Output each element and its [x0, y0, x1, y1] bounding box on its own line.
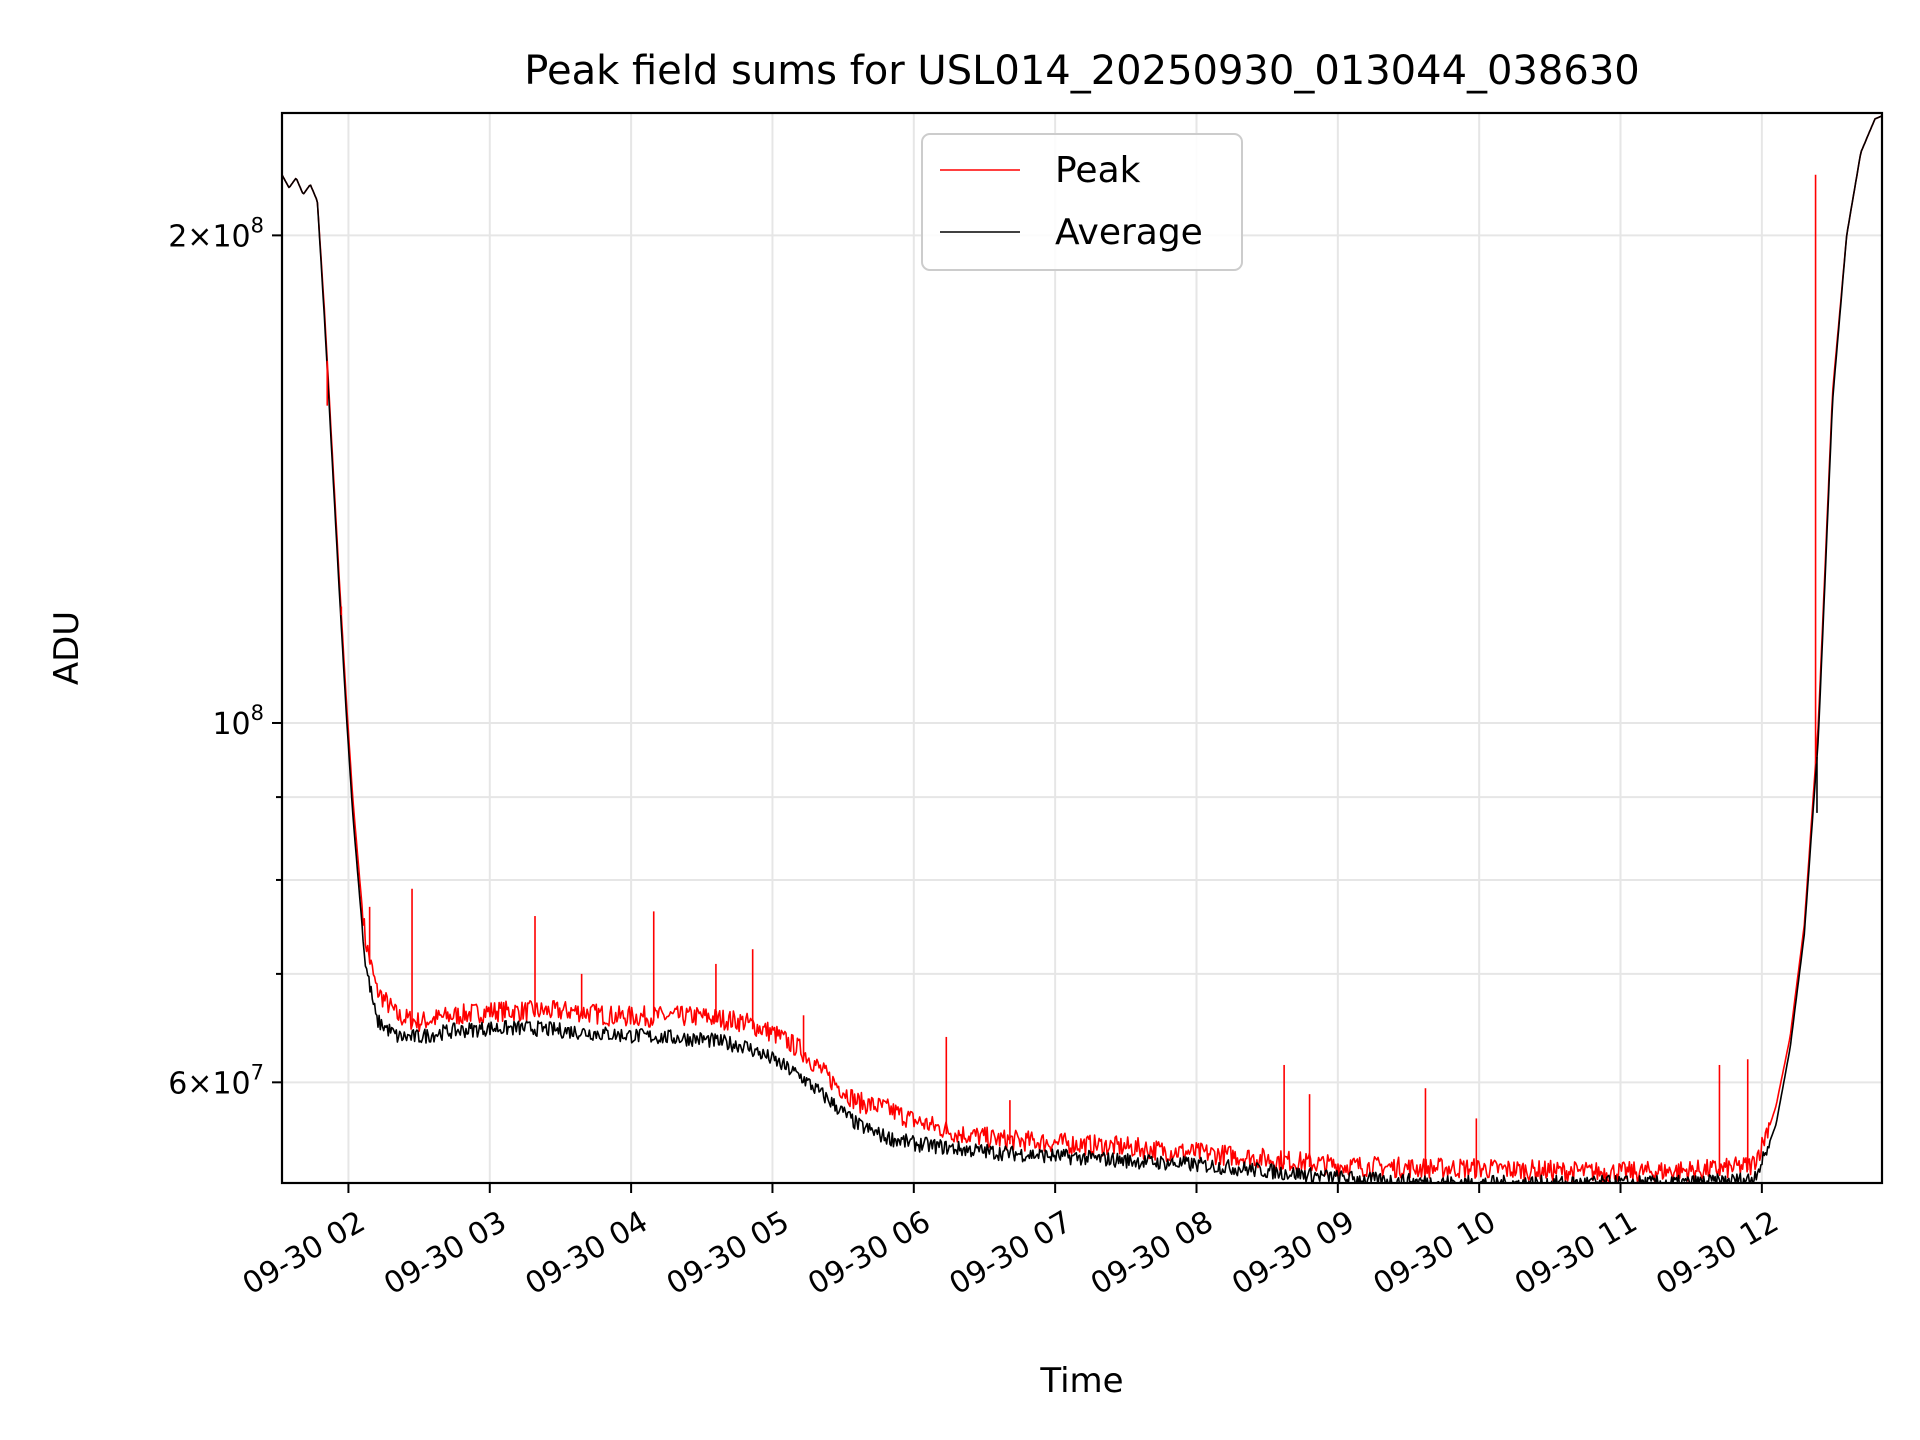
axes-frame	[280, 111, 1884, 1185]
legend-label-average: Average	[1055, 212, 1203, 253]
y-axis: 6×107 108 2×108	[168, 213, 282, 1101]
legend-box	[921, 133, 1243, 271]
y-tick-label: 2×108	[168, 213, 264, 254]
y-tick-label: 108	[212, 701, 264, 742]
spike-layer	[326, 174, 1818, 1174]
chart-title: Peak field sums for USL014_20250930_0130…	[524, 48, 1639, 94]
legend: Peak Average	[921, 133, 1243, 271]
y-axis-label: ADU	[47, 611, 87, 685]
x-axis-label: Time	[1039, 1361, 1123, 1401]
series-line-average	[282, 115, 1882, 1183]
y-tick-label: 6×107	[168, 1060, 264, 1101]
legend-label-peak: Peak	[1055, 150, 1141, 191]
plot-area	[282, 115, 1882, 1183]
